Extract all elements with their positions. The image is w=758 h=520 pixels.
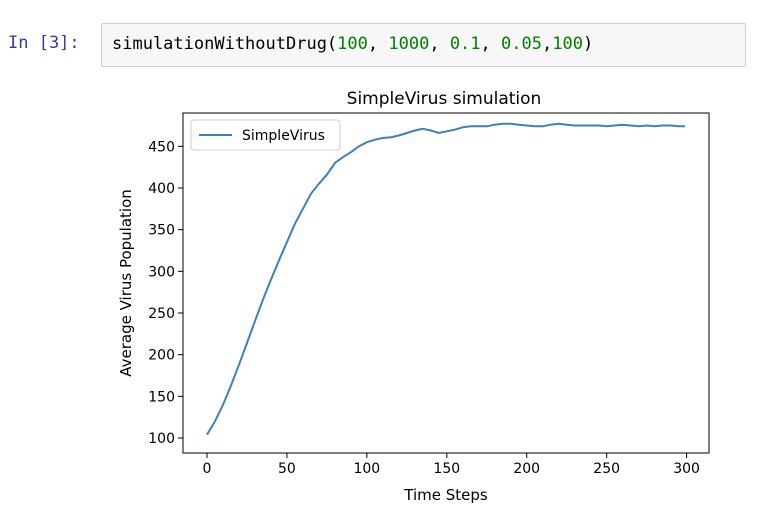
x-tick-label: 150 [433,461,460,477]
y-axis-label: Average Virus Population [117,189,135,377]
code-arg-1: 100 [337,34,368,54]
y-tick-label: 100 [148,431,175,447]
y-tick-label: 300 [148,264,175,280]
y-tick-label: 200 [148,348,175,364]
x-axis-label: Time Steps [403,486,488,504]
y-tick-label: 250 [148,306,175,322]
code-close-paren: ) [582,34,594,54]
code-input-area[interactable]: simulationWithoutDrug(100, 1000, 0.1, 0.… [101,23,746,67]
chart-title: SimpleVirus simulation [347,89,542,109]
legend-box [190,119,341,151]
x-tick-label: 200 [513,461,540,477]
code-arg-3: 0.1 [449,34,481,54]
y-tick-label: 450 [148,139,175,155]
x-tick-label: 250 [593,461,620,477]
cell-prompt: In [3]: [8,33,80,53]
plot-frame [182,112,710,454]
x-tick-label: 100 [353,461,380,477]
x-tick-label: 50 [278,461,296,477]
y-tick-label: 150 [148,389,175,405]
y-tick-label: 400 [148,181,175,197]
code-arg-4: 0.05 [501,34,542,54]
series-line-simplevirus [206,122,685,436]
y-tick-label: 350 [148,223,175,239]
line-chart: SimpleVirus simulation 0 50 100 150 200 250 30… [117,89,710,504]
code-arg-2: 1000 [388,34,430,54]
cell-output: SimpleVirus simulation 0 50 100 150 200 250 30… [100,80,740,516]
x-tick-label: 0 [203,461,212,477]
x-tick-label: 300 [673,461,700,477]
code-line: simulationWithoutDrug(100, 1000, 0.1, 0.… [112,34,594,54]
legend-label: SimpleVirus [242,128,325,144]
code-arg-5: 100 [552,34,583,54]
legend: SimpleVirus [190,119,341,151]
code-function-call: simulationWithoutDrug( [112,34,338,54]
